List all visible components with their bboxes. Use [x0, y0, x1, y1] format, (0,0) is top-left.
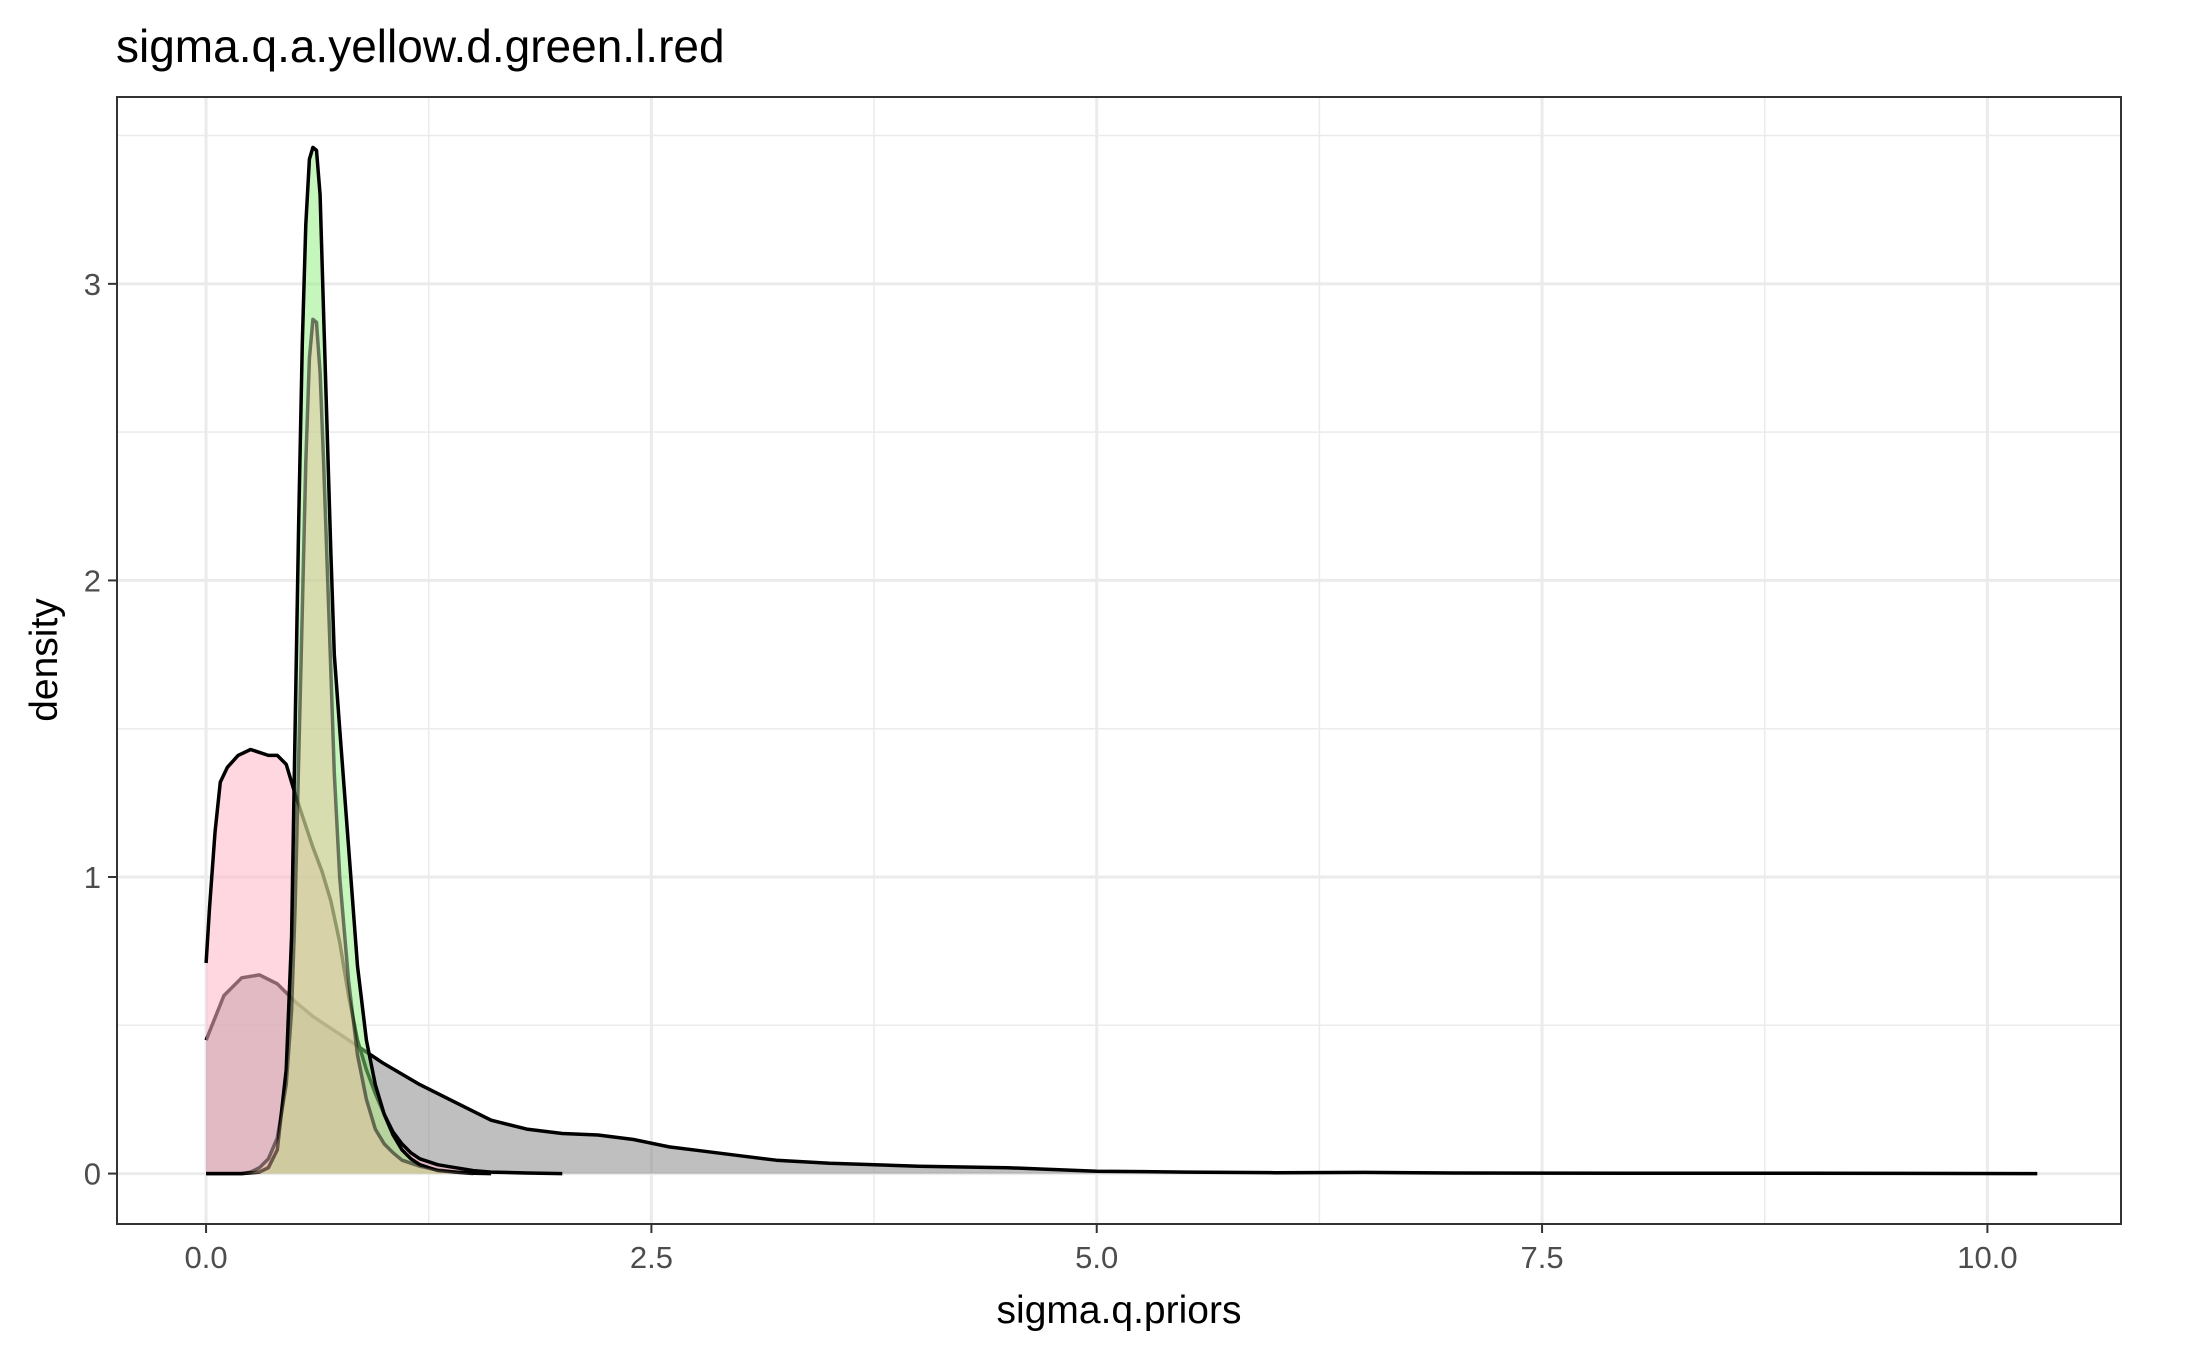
- x-tick-label: 7.5: [1521, 1240, 1564, 1275]
- density-series-4: [206, 317, 474, 1176]
- x-tick-label: 10.0: [1957, 1240, 2017, 1275]
- y-axis-title: density: [23, 598, 66, 722]
- y-tick-label: 1: [84, 860, 101, 895]
- density-area: [206, 974, 2038, 1174]
- y-tick-label: 2: [84, 563, 101, 598]
- x-tick-label: 5.0: [1075, 1240, 1118, 1275]
- chart-title: sigma.q.a.yellow.d.green.l.red: [116, 20, 725, 72]
- density-line: [206, 145, 492, 1176]
- density-line: [206, 317, 474, 1176]
- density-series-1: [204, 973, 2038, 1176]
- x-axis-title: sigma.q.priors: [997, 1289, 1242, 1332]
- axes: 0.0 2.5 5.0 7.5 10.0 0 1 2 3: [84, 267, 2018, 1275]
- grid: [117, 97, 2121, 1224]
- density-series: [204, 145, 2038, 1176]
- x-tick-label: 0.0: [185, 1240, 228, 1275]
- x-tick-label: 2.5: [630, 1240, 673, 1275]
- y-tick-label: 0: [84, 1157, 101, 1192]
- density-area: [206, 319, 474, 1174]
- y-tick-label: 3: [84, 267, 101, 302]
- plot-panel-border: [116, 96, 2122, 1225]
